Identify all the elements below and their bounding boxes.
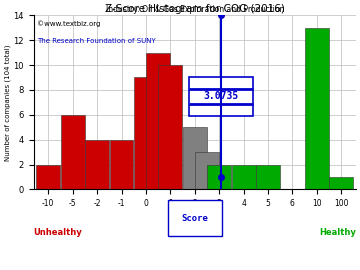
Bar <box>134 77 158 190</box>
Bar <box>109 140 134 190</box>
Text: Healthy: Healthy <box>319 228 356 237</box>
Bar <box>305 28 329 190</box>
Text: The Research Foundation of SUNY: The Research Foundation of SUNY <box>37 38 156 44</box>
Bar <box>36 165 60 190</box>
Y-axis label: Number of companies (104 total): Number of companies (104 total) <box>4 44 11 161</box>
Bar <box>158 65 182 190</box>
Text: ©www.textbiz.org: ©www.textbiz.org <box>37 21 100 27</box>
Bar <box>207 165 231 190</box>
Title: Z-Score Histogram for COG (2016): Z-Score Histogram for COG (2016) <box>105 5 285 15</box>
Bar <box>329 177 353 190</box>
Bar <box>183 127 207 190</box>
Bar <box>256 165 280 190</box>
Text: Score: Score <box>181 214 208 223</box>
Text: Industry: Oil & Gas Exploration and Production: Industry: Oil & Gas Exploration and Prod… <box>105 5 284 14</box>
Bar <box>195 152 219 190</box>
Text: Unhealthy: Unhealthy <box>34 228 82 237</box>
Bar <box>61 115 85 190</box>
Bar <box>85 140 109 190</box>
Bar <box>231 165 256 190</box>
Text: 3.0735: 3.0735 <box>203 91 239 101</box>
Bar <box>146 53 170 190</box>
